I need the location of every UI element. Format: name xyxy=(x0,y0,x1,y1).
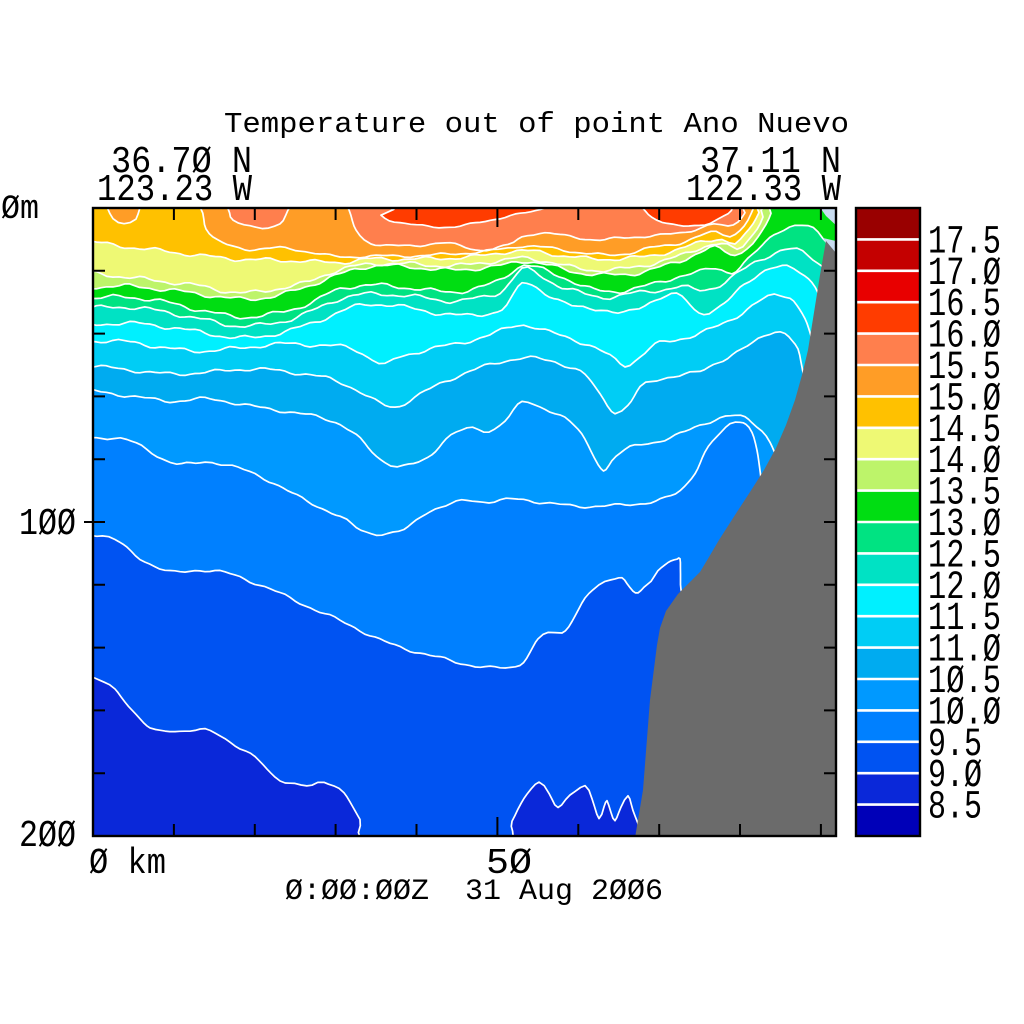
svg-text:Temperature out of point Ano N: Temperature out of point Ano Nuevo xyxy=(224,108,849,141)
svg-text:17.5: 17.5 xyxy=(928,220,1001,265)
svg-text:8.5: 8.5 xyxy=(928,786,982,831)
svg-text:14.Ø: 14.Ø xyxy=(928,440,1001,485)
svg-text:Ø:ØØ:ØØZ 31 Aug 2ØØ6: Ø:ØØ:ØØZ 31 Aug 2ØØ6 xyxy=(285,875,663,909)
svg-text:16.Ø: 16.Ø xyxy=(928,315,1001,360)
svg-text:16.5: 16.5 xyxy=(928,283,1001,328)
svg-text:Øm: Øm xyxy=(1,191,39,229)
svg-text:9.Ø: 9.Ø xyxy=(928,754,982,799)
svg-text:15.Ø: 15.Ø xyxy=(928,377,1001,422)
svg-text:37.11 N: 37.11 N xyxy=(700,141,841,184)
svg-text:13.Ø: 13.Ø xyxy=(928,503,1001,548)
svg-text:122.33 W: 122.33 W xyxy=(686,169,841,212)
svg-text:12.5: 12.5 xyxy=(928,534,1001,579)
svg-text:2ØØ: 2ØØ xyxy=(19,815,76,858)
svg-text:12.Ø: 12.Ø xyxy=(928,566,1001,611)
svg-text:5Ø: 5Ø xyxy=(486,843,532,884)
svg-text:11.5: 11.5 xyxy=(928,597,1001,642)
svg-text:1Ø.Ø: 1Ø.Ø xyxy=(928,691,1001,736)
svg-text:14.5: 14.5 xyxy=(928,409,1001,454)
svg-text:17.Ø: 17.Ø xyxy=(928,252,1001,297)
svg-text:36.7Ø N: 36.7Ø N xyxy=(111,141,252,184)
svg-text:Ø km: Ø km xyxy=(89,843,166,884)
svg-text:13.5: 13.5 xyxy=(928,472,1001,517)
svg-text:1Ø.5: 1Ø.5 xyxy=(928,660,1001,705)
svg-text:15.5: 15.5 xyxy=(928,346,1001,391)
svg-text:11.Ø: 11.Ø xyxy=(928,629,1001,674)
svg-text:1ØØ: 1ØØ xyxy=(19,503,76,546)
svg-text:123.23 W: 123.23 W xyxy=(97,169,252,212)
svg-text:9.5: 9.5 xyxy=(928,723,982,768)
